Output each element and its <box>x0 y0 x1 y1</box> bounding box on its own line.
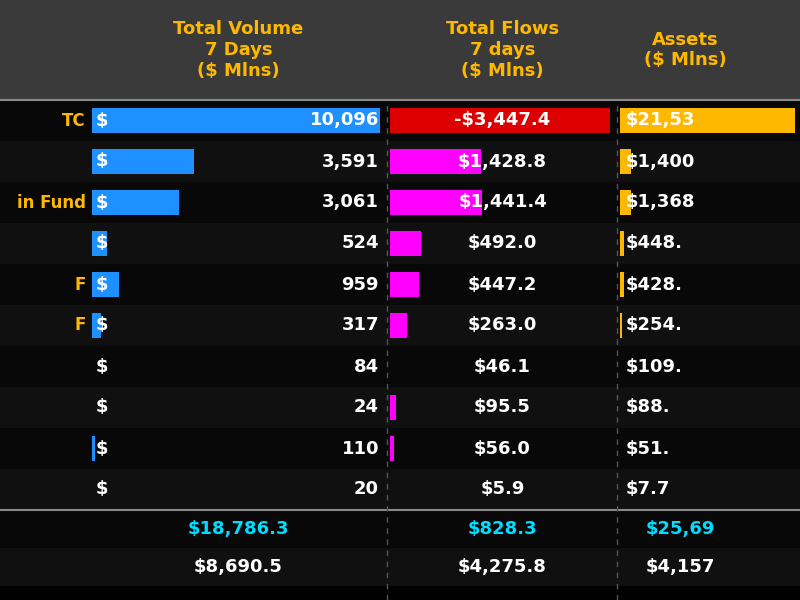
Text: $1,368: $1,368 <box>626 193 695 211</box>
Text: $492.0: $492.0 <box>468 235 537 253</box>
Text: $: $ <box>96 235 109 253</box>
Text: Assets
($ Mlns): Assets ($ Mlns) <box>644 31 726 70</box>
Bar <box>390 190 482 215</box>
Text: $254.: $254. <box>626 317 683 335</box>
Bar <box>390 395 396 420</box>
Text: TC: TC <box>62 112 86 130</box>
Text: $4,275.8: $4,275.8 <box>458 558 547 576</box>
Text: $88.: $88. <box>626 398 670 416</box>
Bar <box>620 108 795 133</box>
Text: $: $ <box>96 193 109 211</box>
Text: 10,096: 10,096 <box>310 112 379 130</box>
Text: $: $ <box>96 398 109 416</box>
Bar <box>0 141 800 182</box>
Text: in Fund: in Fund <box>17 193 86 211</box>
Bar <box>0 0 800 100</box>
Text: -$3,447.4: -$3,447.4 <box>454 112 550 130</box>
Text: $109.: $109. <box>626 358 683 376</box>
Bar <box>0 346 800 387</box>
Text: $: $ <box>96 152 109 170</box>
Text: $46.1: $46.1 <box>474 358 531 376</box>
Bar <box>0 264 800 305</box>
Bar <box>0 510 800 548</box>
Text: $: $ <box>96 358 109 376</box>
Text: 20: 20 <box>354 481 379 499</box>
Bar <box>620 149 631 174</box>
Text: $51.: $51. <box>626 439 670 457</box>
Text: $: $ <box>96 112 109 130</box>
Bar <box>0 387 800 428</box>
Text: $1,428.8: $1,428.8 <box>458 152 547 170</box>
Text: 317: 317 <box>342 317 379 335</box>
Text: 84: 84 <box>354 358 379 376</box>
Text: $: $ <box>96 275 109 293</box>
Text: 3,591: 3,591 <box>322 152 379 170</box>
Text: $: $ <box>96 439 109 457</box>
Text: $263.0: $263.0 <box>468 317 537 335</box>
Text: 110: 110 <box>342 439 379 457</box>
Bar <box>390 436 394 461</box>
Text: 524: 524 <box>342 235 379 253</box>
Text: F: F <box>74 317 86 335</box>
Bar <box>620 190 631 215</box>
Bar <box>92 231 107 256</box>
Bar <box>92 313 101 338</box>
Text: $7.7: $7.7 <box>626 481 670 499</box>
Text: $448.: $448. <box>626 235 683 253</box>
Bar <box>390 108 610 133</box>
Text: $18,786.3: $18,786.3 <box>188 520 290 538</box>
Text: $5.9: $5.9 <box>480 481 525 499</box>
Text: $: $ <box>96 317 109 335</box>
Bar <box>92 272 119 297</box>
Bar <box>0 428 800 469</box>
Bar <box>92 108 380 133</box>
Bar <box>92 436 95 461</box>
Text: 24: 24 <box>354 398 379 416</box>
Text: Total Volume
7 Days
($ Mlns): Total Volume 7 Days ($ Mlns) <box>174 20 304 80</box>
Bar <box>0 182 800 223</box>
Text: $828.3: $828.3 <box>468 520 538 538</box>
Text: $1,441.4: $1,441.4 <box>458 193 547 211</box>
Text: $4,157: $4,157 <box>646 558 714 576</box>
Text: 3,061: 3,061 <box>322 193 379 211</box>
Bar <box>92 190 179 215</box>
Text: 959: 959 <box>342 275 379 293</box>
Text: F: F <box>74 275 86 293</box>
Text: $8,690.5: $8,690.5 <box>194 558 283 576</box>
Bar <box>0 548 800 586</box>
Bar <box>390 231 422 256</box>
Bar <box>92 149 194 174</box>
Bar <box>390 272 418 297</box>
Text: $25,69: $25,69 <box>646 520 714 538</box>
Text: $428.: $428. <box>626 275 683 293</box>
Text: $: $ <box>96 481 109 499</box>
Text: $56.0: $56.0 <box>474 439 531 457</box>
Text: Total Flows
7 days
($ Mlns): Total Flows 7 days ($ Mlns) <box>446 20 559 80</box>
Bar <box>620 231 624 256</box>
Bar <box>0 100 800 141</box>
Bar <box>0 469 800 510</box>
Text: $95.5: $95.5 <box>474 398 531 416</box>
Bar <box>620 272 623 297</box>
Bar <box>620 313 622 338</box>
Text: $447.2: $447.2 <box>468 275 537 293</box>
Text: $21,53: $21,53 <box>626 112 695 130</box>
Bar <box>390 149 482 174</box>
Bar <box>0 305 800 346</box>
Text: $1,400: $1,400 <box>626 152 695 170</box>
Bar <box>390 313 406 338</box>
Bar <box>0 223 800 264</box>
